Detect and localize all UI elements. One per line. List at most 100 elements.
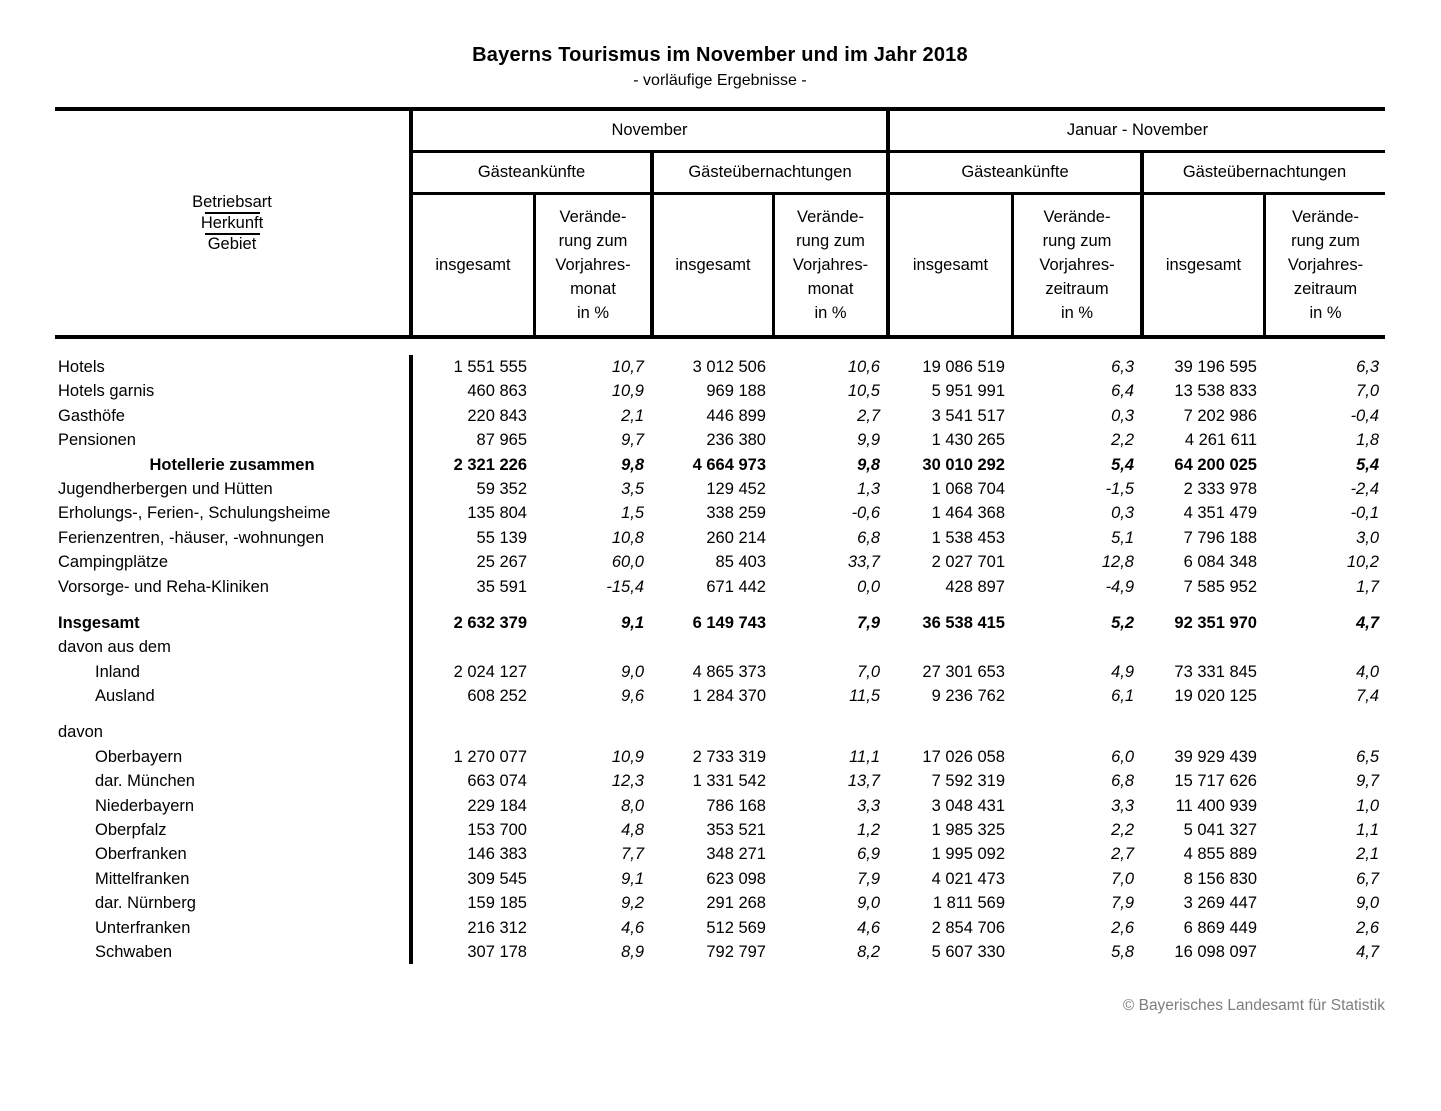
cell-jn-overnights-change: -0,4 bbox=[1350, 406, 1379, 425]
cell-jn-arrivals-change: 7,9 bbox=[1111, 894, 1134, 913]
cell-jn-overnights-total: 4 261 611 bbox=[1184, 431, 1257, 450]
spacer-row bbox=[55, 598, 1385, 611]
copyright-footer: © Bayerisches Landesamt für Statistik bbox=[1122, 997, 1385, 1015]
cell-nov-arrivals-total: 220 843 bbox=[467, 406, 527, 425]
cell-nov-arrivals-total: 153 700 bbox=[467, 821, 527, 840]
cell-nov-arrivals-total: 146 383 bbox=[467, 845, 527, 864]
cell-nov-overnights-total: 1 284 370 bbox=[692, 687, 766, 706]
cell-nov-overnights-change: 11,5 bbox=[849, 687, 880, 706]
cell-nov-overnights-change: 8,2 bbox=[857, 942, 880, 961]
cell-nov-overnights-total bbox=[650, 635, 772, 659]
cell-jn-overnights-change: 1,1 bbox=[1356, 821, 1379, 840]
column-header-change-period: Verände- rung zum Vorjahres- zeitraum in… bbox=[1011, 195, 1140, 335]
cell-jn-overnights-change: 7,0 bbox=[1356, 382, 1379, 401]
cell-nov-overnights-change: 4,6 bbox=[857, 918, 880, 937]
cell-jn-overnights-total: 7 585 952 bbox=[1183, 577, 1257, 596]
cell-jn-overnights-total: 11 400 939 bbox=[1175, 796, 1257, 815]
table-row: dar. Nürnberg 159 185 9,2 291 268 9,0 1 … bbox=[55, 891, 1385, 916]
cell-nov-arrivals-total bbox=[413, 635, 533, 659]
cell-jn-arrivals-change: 3,3 bbox=[1111, 796, 1134, 815]
cell-jn-arrivals-change: 2,2 bbox=[1111, 821, 1134, 840]
cell-jn-overnights-change: 5,4 bbox=[1356, 455, 1379, 474]
cell-jn-arrivals-change bbox=[1011, 720, 1140, 744]
cell-jn-overnights-total: 4 855 889 bbox=[1183, 845, 1257, 864]
cell-jn-arrivals-total: 17 026 058 bbox=[922, 747, 1005, 766]
cell-jn-arrivals-total: 2 027 701 bbox=[931, 553, 1005, 572]
row-label: davon bbox=[55, 720, 413, 745]
cell-jn-arrivals-change: 5,8 bbox=[1111, 942, 1134, 961]
cell-jn-overnights-total: 39 929 439 bbox=[1174, 747, 1257, 766]
cell-nov-overnights-change: 0,0 bbox=[857, 577, 880, 596]
row-label: Schwaben bbox=[55, 939, 413, 965]
table-row: Mittelfranken 309 545 9,1 623 098 7,9 4 … bbox=[55, 866, 1385, 892]
cell-nov-overnights-total: 129 452 bbox=[706, 479, 766, 498]
cell-jn-arrivals-total: 1 995 092 bbox=[931, 845, 1005, 864]
cell-jn-overnights-total: 16 098 097 bbox=[1174, 942, 1257, 961]
cell-nov-arrivals-change: 10,9 bbox=[611, 747, 644, 766]
cell-jn-overnights-total: 92 351 970 bbox=[1174, 613, 1257, 632]
cell-nov-arrivals-change: 9,0 bbox=[621, 662, 644, 681]
row-label: Hotels garnis bbox=[55, 379, 413, 404]
cell-jn-arrivals-total: 1 464 368 bbox=[931, 504, 1005, 523]
cell-nov-arrivals-change: 7,7 bbox=[621, 845, 644, 864]
cell-jn-arrivals-change: -1,5 bbox=[1105, 479, 1134, 498]
statistics-table: Betriebsart Herkunft Gebiet November Jan… bbox=[55, 107, 1385, 965]
cell-jn-overnights-change: 6,3 bbox=[1356, 358, 1379, 376]
stub-header: Betriebsart Herkunft Gebiet bbox=[55, 111, 413, 335]
row-label: Ferienzentren, -häuser, -wohnungen bbox=[55, 525, 413, 551]
cell-nov-arrivals-total: 1 551 555 bbox=[453, 358, 527, 376]
cell-nov-arrivals-total bbox=[413, 720, 533, 744]
cell-nov-overnights-change bbox=[772, 720, 886, 744]
cell-nov-arrivals-total: 1 270 077 bbox=[453, 747, 527, 766]
cell-nov-arrivals-change: 9,7 bbox=[621, 431, 644, 450]
cell-jn-arrivals-change: 0,3 bbox=[1111, 406, 1134, 425]
stub-header-herkunft: Herkunft bbox=[200, 213, 264, 232]
cell-jn-overnights-total: 7 796 188 bbox=[1183, 528, 1257, 547]
cell-nov-arrivals-change: 2,1 bbox=[621, 406, 644, 425]
cell-jn-overnights-total: 64 200 025 bbox=[1174, 455, 1257, 474]
cell-nov-overnights-total: 353 521 bbox=[706, 821, 766, 840]
cell-jn-overnights-change: 2,1 bbox=[1356, 845, 1379, 864]
cell-jn-arrivals-change: 6,0 bbox=[1111, 747, 1134, 766]
cell-nov-overnights-total: 260 214 bbox=[706, 528, 766, 547]
cell-jn-overnights-total: 19 020 125 bbox=[1174, 687, 1257, 706]
cell-jn-arrivals-change: 5,1 bbox=[1111, 528, 1134, 547]
cell-jn-overnights-total: 6 869 449 bbox=[1183, 918, 1257, 937]
cell-jn-arrivals-total bbox=[886, 720, 1011, 744]
cell-nov-arrivals-total: 608 252 bbox=[467, 687, 527, 706]
cell-nov-arrivals-change: 4,8 bbox=[621, 821, 644, 840]
cell-jn-arrivals-total: 5 951 991 bbox=[931, 382, 1005, 401]
row-label: Oberbayern bbox=[55, 744, 413, 770]
cell-jn-arrivals-total: 1 985 325 bbox=[931, 821, 1005, 840]
cell-nov-overnights-change: 6,9 bbox=[857, 845, 880, 864]
table-row: Niederbayern 229 184 8,0 786 168 3,3 3 0… bbox=[55, 793, 1385, 819]
cell-jn-arrivals-total: 1 538 453 bbox=[931, 528, 1005, 547]
cell-nov-overnights-change bbox=[772, 635, 886, 659]
cell-nov-arrivals-total: 2 024 127 bbox=[453, 662, 527, 681]
cell-jn-arrivals-change: 7,0 bbox=[1111, 869, 1134, 888]
cell-nov-overnights-change: 9,8 bbox=[857, 455, 880, 474]
cell-nov-arrivals-total: 309 545 bbox=[467, 869, 527, 888]
cell-nov-overnights-change: 33,7 bbox=[847, 553, 880, 572]
cell-jn-arrivals-change: -4,9 bbox=[1105, 577, 1134, 596]
row-label: Ausland bbox=[55, 684, 413, 709]
cell-jn-arrivals-total: 4 021 473 bbox=[931, 869, 1005, 888]
cell-jn-arrivals-total bbox=[886, 635, 1011, 659]
cell-jn-overnights-change: 6,7 bbox=[1356, 869, 1379, 888]
cell-nov-overnights-total: 1 331 542 bbox=[692, 772, 766, 791]
cell-jn-arrivals-change: 6,1 bbox=[1111, 687, 1134, 706]
cell-nov-overnights-change: 6,8 bbox=[857, 528, 880, 547]
cell-nov-overnights-total: 446 899 bbox=[706, 406, 766, 425]
cell-jn-arrivals-change: 12,8 bbox=[1101, 553, 1134, 572]
table-row: Gasthöfe 220 843 2,1 446 899 2,7 3 541 5… bbox=[55, 403, 1385, 429]
table-body: Hotels 1 551 555 10,7 3 012 506 10,6 19 … bbox=[55, 339, 1385, 965]
column-header-november: November bbox=[413, 111, 886, 153]
cell-nov-arrivals-change: 12,3 bbox=[611, 772, 644, 791]
cell-nov-overnights-total: 236 380 bbox=[706, 431, 766, 450]
cell-nov-overnights-total: 2 733 319 bbox=[692, 747, 766, 766]
cell-jn-arrivals-total: 5 607 330 bbox=[931, 942, 1005, 961]
cell-jn-arrivals-change: 2,2 bbox=[1111, 431, 1134, 450]
table-row: Jugendherbergen und Hütten 59 352 3,5 12… bbox=[55, 476, 1385, 502]
table-row: Erholungs-, Ferien-, Schulungsheime 135 … bbox=[55, 501, 1385, 526]
stub-header-betriebsart: Betriebsart bbox=[192, 192, 272, 211]
